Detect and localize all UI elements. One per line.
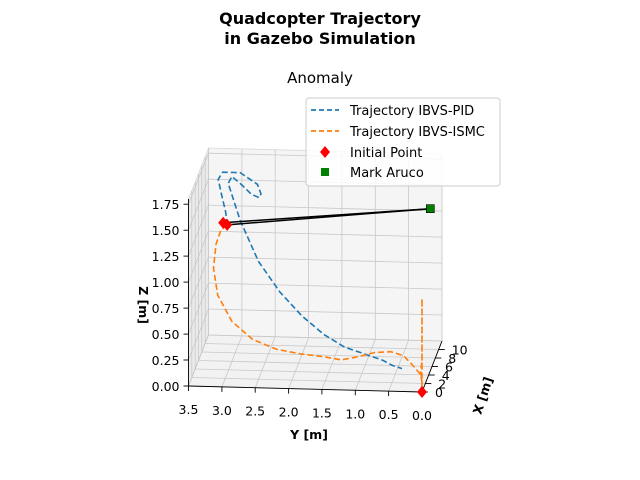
grid-line-z: [188, 282, 209, 335]
legend-label-mark-aruco: Mark Aruco: [350, 166, 424, 181]
z-tick-label-6: 1.50: [152, 223, 180, 238]
z-tick-label-2: 0.50: [152, 327, 180, 342]
legend-label-ismc: Trajectory IBVS-ISMC: [349, 125, 485, 140]
z-tick-label-3: 0.75: [152, 301, 180, 316]
grid-line-x: [191, 377, 426, 384]
grid-line-z: [208, 230, 443, 238]
series-line-ismc: [212, 224, 423, 390]
legend: Trajectory IBVS-PID Trajectory IBVS-ISMC…: [305, 97, 501, 187]
legend-swatch-mark-aruco: [321, 168, 329, 176]
grid-line-x: [205, 343, 439, 350]
y-tick-label-3: 2.0: [279, 405, 299, 420]
suptitle-line-1: Quadcopter Trajectory: [219, 9, 421, 28]
initial-point-marker-0: [417, 386, 427, 398]
legend-label-initial-point: Initial Point: [350, 146, 422, 161]
axis-ticks: [183, 203, 445, 397]
z-tick-label-1: 0.25: [152, 353, 180, 368]
y-tick-label-1: 3.0: [212, 403, 232, 418]
x-tick-label-0: 0: [435, 385, 443, 400]
grid-line-z: [188, 204, 209, 257]
grid-line-x: [195, 368, 429, 376]
y-tick-label-2: 2.5: [245, 404, 265, 419]
plot-markers: [218, 204, 435, 398]
grid-line-z: [188, 153, 209, 205]
y-tick-label-7: 0.0: [412, 408, 432, 423]
suptitle-line-2: in Gazebo Simulation: [224, 29, 415, 48]
grid-line-z: [188, 308, 209, 361]
x-axis-label: X [m]: [470, 375, 496, 416]
grid-line-z: [188, 334, 209, 387]
connector-line-1: [223, 207, 431, 224]
y-tick-label-0: 3.5: [179, 402, 199, 417]
y-axis-label: Y [m]: [289, 427, 328, 442]
legend-swatch-initial-point: [320, 146, 330, 158]
mark-aruco-marker-0: [425, 204, 435, 213]
y-tick-label-4: 1.5: [312, 405, 332, 420]
grid-line-z: [208, 308, 443, 316]
grid-line-z: [208, 334, 443, 342]
series-line-pid: [217, 171, 403, 370]
grid-line-z: [208, 256, 443, 264]
grid-line-z: [188, 179, 209, 231]
x-tick-label-3: 6: [445, 360, 453, 375]
x-tick-label-4: 8: [448, 351, 456, 366]
x-tick-label-1: 2: [438, 377, 446, 392]
grid-line-x: [201, 351, 436, 359]
initial-point-marker-2: [218, 216, 229, 229]
y-tick-label-6: 0.5: [379, 407, 399, 422]
x-tick-label-5: 10: [452, 343, 468, 358]
plot-series: [212, 171, 431, 390]
axes-title: Anomaly: [287, 69, 353, 87]
axis-tick-labels: 3.5 3.0 2.5 2.0 1.5 1.0 0.5 0.002468100.000.250…: [152, 197, 468, 423]
grid-line-z: [188, 256, 209, 309]
z-tick-label-0: 0.00: [152, 379, 180, 394]
x-tick-label-2: 4: [442, 368, 450, 383]
z-axis-label: Z [m]: [136, 286, 151, 324]
y-tick-label-5: 1.0: [345, 406, 365, 421]
z-tick-label-4: 1.00: [152, 275, 180, 290]
z-tick-label-5: 1.25: [152, 249, 180, 264]
y-axis-line: [188, 385, 423, 393]
z-tick-label-7: 1.75: [152, 197, 180, 212]
grid-line-z: [188, 230, 209, 283]
grid-line-z: [208, 282, 443, 290]
legend-label-pid: Trajectory IBVS-PID: [349, 104, 474, 119]
legend-frame: [305, 97, 501, 187]
